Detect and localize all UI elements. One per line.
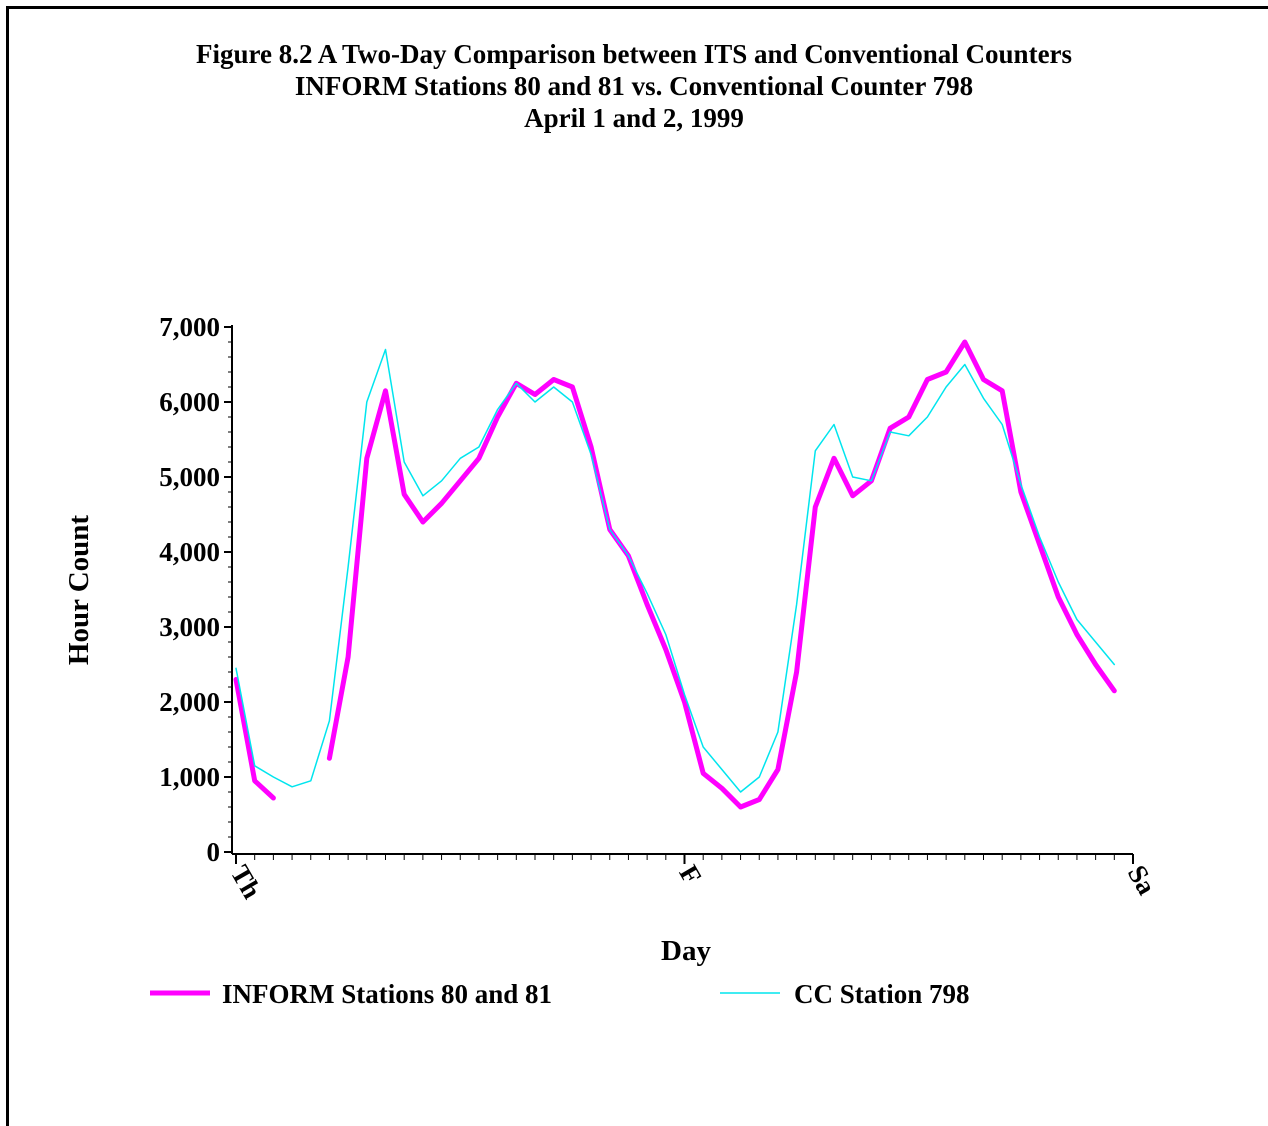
- x-tick-label: Sa: [1122, 860, 1162, 900]
- figure-frame: [6, 6, 1268, 1126]
- chart-legend: INFORM Stations 80 and 81 CC Station 798: [150, 979, 970, 1009]
- x-tick-label: Th: [225, 860, 267, 904]
- y-axis-label: Hour Count: [63, 515, 95, 665]
- x-tick-label: F: [673, 860, 707, 889]
- x-axis-label: Day: [661, 935, 711, 967]
- y-tick-label: 1,000: [159, 762, 220, 792]
- chart-axes: 0 1,000 2,000 3,000 4,000 5,000 6,000 7,000 Th F S…: [159, 312, 1162, 904]
- legend-label-cc: CC Station 798: [794, 979, 970, 1009]
- y-tick-label: 2,000: [159, 687, 220, 717]
- y-tick-label: 5,000: [159, 462, 220, 492]
- chart-series: [233, 339, 1117, 810]
- series-line-cc: [235, 348, 1116, 793]
- y-tick-label: 7,000: [159, 312, 220, 342]
- y-tick-label: 4,000: [159, 537, 220, 567]
- figure-title: Figure 8.2 A Two-Day Comparison between …: [195, 39, 1073, 69]
- y-tick-label: 0: [207, 837, 221, 867]
- figure-subtitle-2: April 1 and 2, 1999: [524, 103, 744, 133]
- legend-label-inform: INFORM Stations 80 and 81: [222, 979, 552, 1009]
- y-tick-label: 3,000: [159, 612, 220, 642]
- series-line-inform: [326, 339, 1117, 810]
- figure-title-block: Figure 8.2 A Two-Day Comparison between …: [0, 38, 1268, 134]
- figure-subtitle-1: INFORM Stations 80 and 81 vs. Convention…: [294, 71, 974, 101]
- y-tick-label: 6,000: [159, 387, 220, 417]
- series-line-inform: [233, 677, 276, 801]
